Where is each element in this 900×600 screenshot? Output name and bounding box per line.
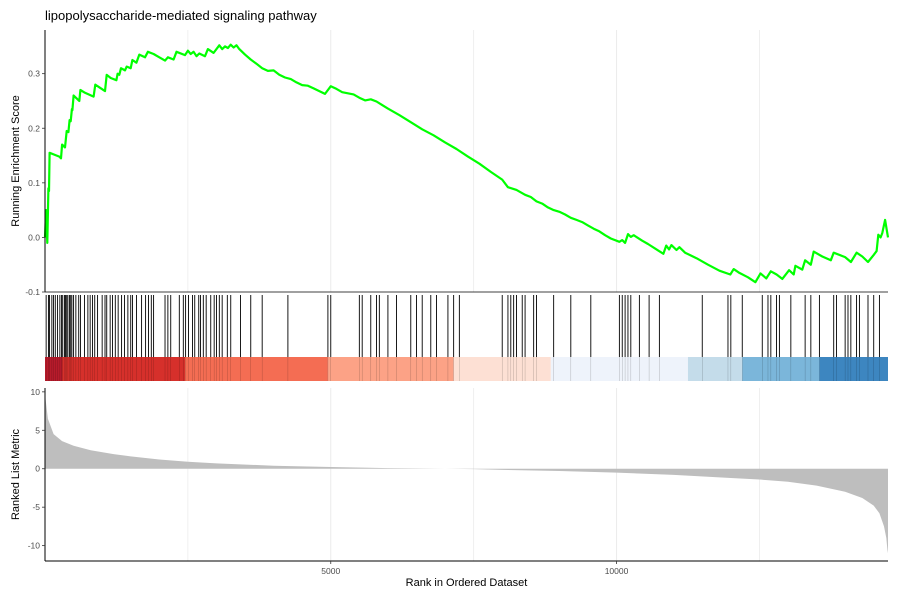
y-axis-title-top: Running Enrichment Score [10, 95, 22, 226]
rank-band [45, 357, 186, 381]
grid [187, 30, 760, 561]
rank-color-bar [45, 357, 888, 381]
rank-band [550, 357, 688, 381]
y-tick-label-bottom: -10 [28, 541, 41, 551]
y-tick-label-bottom: 0 [35, 464, 40, 474]
ranked-metric-area [45, 388, 888, 554]
hits-panel [45, 295, 880, 357]
rank-band-extreme [45, 357, 63, 381]
rank-band [819, 357, 888, 381]
x-tick-label: 5000 [321, 566, 340, 576]
y-axis-title-bottom: Ranked List Metric [10, 428, 22, 520]
y-tick-label-bottom: 5 [35, 425, 40, 435]
x-axis-title: Rank in Ordered Dataset [406, 577, 528, 589]
rank-band [185, 357, 328, 381]
y-tick-label-top: 0.3 [28, 69, 40, 79]
running-score-panel [43, 43, 890, 284]
x-tick-label: 10000 [605, 566, 629, 576]
chart-title: lipopolysaccharide-mediated signaling pa… [45, 8, 317, 23]
axes: -0.1 0.0 0.1 0.2 0.3 10 5 0 -5 -10 5000 10000 [25, 30, 888, 576]
y-tick-label-top: 0.0 [28, 232, 40, 242]
y-tick-label-bottom: -5 [32, 502, 40, 512]
rank-band [327, 357, 454, 381]
y-tick-label-top: -0.1 [25, 287, 40, 297]
rank-band [687, 357, 743, 381]
y-tick-label-top: 0.1 [28, 178, 40, 188]
ranked-metric-panel [45, 388, 888, 554]
y-tick-label-top: 0.2 [28, 123, 40, 133]
running-score-line [43, 43, 890, 284]
rank-band [742, 357, 820, 381]
y-tick-label-bottom: 10 [31, 387, 41, 397]
rank-band [453, 357, 551, 381]
